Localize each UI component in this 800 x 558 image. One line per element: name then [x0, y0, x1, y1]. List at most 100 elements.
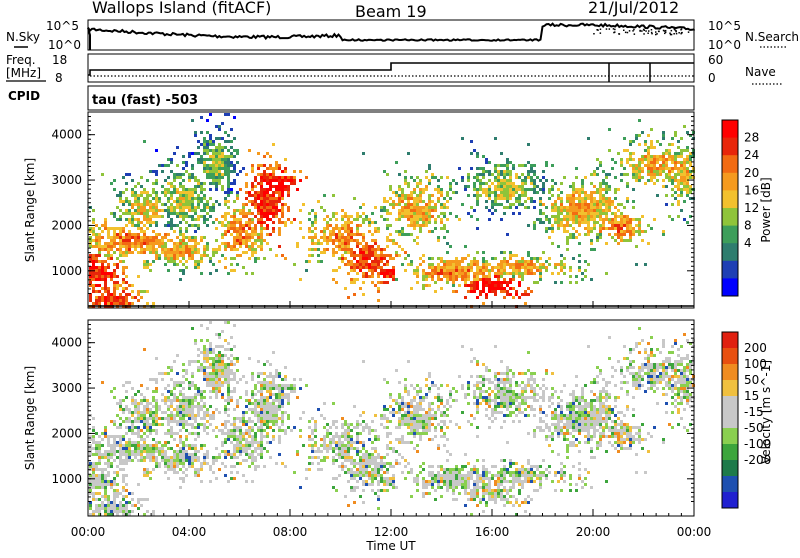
power-cell: [608, 188, 611, 191]
power-cell: [662, 185, 665, 188]
power-cell: [227, 170, 230, 173]
velocity-cell: [233, 324, 236, 327]
velocity-cell: [128, 441, 131, 444]
power-cell: [623, 233, 626, 236]
velocity-cell: [155, 357, 158, 360]
power-cell: [125, 173, 128, 176]
velocity-cell: [224, 372, 227, 375]
velocity-cell: [167, 468, 170, 471]
power-cell: [479, 290, 482, 293]
power-cell: [575, 188, 578, 191]
power-cell: [566, 206, 569, 209]
velocity-cell: [209, 465, 212, 468]
power-cell: [632, 218, 635, 221]
power-cell: [152, 260, 155, 263]
velocity-cell: [203, 459, 206, 462]
power-cell: [185, 170, 188, 173]
power-cell: [416, 236, 419, 239]
power-cell: [509, 173, 512, 176]
power-cell: [389, 197, 392, 200]
velocity-cell: [173, 471, 176, 474]
power-cell: [575, 176, 578, 179]
power-cell: [191, 254, 194, 257]
power-cell: [248, 248, 251, 251]
power-cell: [176, 236, 179, 239]
power-cell: [635, 218, 638, 221]
velocity-cell: [233, 453, 236, 456]
velocity-cell: [125, 390, 128, 393]
power-cell: [134, 233, 137, 236]
power-cell: [263, 188, 266, 191]
power-cell: [113, 239, 116, 242]
velocity-cell: [149, 408, 152, 411]
power-cell: [479, 167, 482, 170]
velocity-cell: [197, 459, 200, 462]
power-cell: [272, 167, 275, 170]
velocity-cell: [221, 330, 224, 333]
power-cell: [668, 143, 671, 146]
power-cell: [506, 197, 509, 200]
power-cell: [521, 164, 524, 167]
power-cell: [653, 170, 656, 173]
power-cell: [509, 203, 512, 206]
power-cell: [578, 254, 581, 257]
power-cell: [119, 302, 122, 305]
power-cell: [377, 287, 380, 290]
power-cell: [449, 263, 452, 266]
power-cell: [533, 188, 536, 191]
velocity-cell: [275, 462, 278, 465]
power-cell: [98, 278, 101, 281]
velocity-cell: [92, 447, 95, 450]
power-cell: [230, 146, 233, 149]
power-cell: [308, 236, 311, 239]
power-cell: [254, 227, 257, 230]
power-cell: [365, 218, 368, 221]
velocity-cell: [248, 402, 251, 405]
velocity-cell: [176, 399, 179, 402]
power-cell: [119, 254, 122, 257]
power-cell: [662, 170, 665, 173]
velocity-cell: [215, 393, 218, 396]
velocity-cell: [182, 414, 185, 417]
velocity-cell: [203, 390, 206, 393]
power-cell: [446, 269, 449, 272]
velocity-cell: [170, 390, 173, 393]
velocity-cell: [257, 372, 260, 375]
power-cell: [173, 248, 176, 251]
power-cell: [221, 167, 224, 170]
velocity-cell: [206, 426, 209, 429]
power-cell: [419, 197, 422, 200]
velocity-cell: [122, 384, 125, 387]
velocity-cell: [311, 429, 314, 432]
velocity-cell: [134, 417, 137, 420]
velocity-cell: [254, 387, 257, 390]
velocity-cell: [230, 432, 233, 435]
power-cell: [560, 191, 563, 194]
power-cell: [443, 275, 446, 278]
power-cell: [212, 140, 215, 143]
power-cell: [155, 179, 158, 182]
power-cell: [356, 227, 359, 230]
velocity-cell: [116, 465, 119, 468]
power-cell: [158, 233, 161, 236]
power-cell: [323, 236, 326, 239]
power-cell: [587, 218, 590, 221]
power-cell: [617, 188, 620, 191]
velocity-cell: [323, 447, 326, 450]
velocity-cell: [143, 456, 146, 459]
power-cell: [440, 203, 443, 206]
power-cell: [470, 269, 473, 272]
power-colorbar-segment: [722, 278, 738, 296]
velocity-cell: [92, 417, 95, 420]
power-cell: [665, 161, 668, 164]
power-cell: [500, 284, 503, 287]
power-cell: [632, 206, 635, 209]
velocity-cell: [311, 462, 314, 465]
velocity-cell: [266, 399, 269, 402]
power-cell: [425, 203, 428, 206]
power-cell: [479, 182, 482, 185]
power-cell: [287, 188, 290, 191]
power-cell: [176, 176, 179, 179]
power-cell: [134, 236, 137, 239]
power-cell: [632, 230, 635, 233]
